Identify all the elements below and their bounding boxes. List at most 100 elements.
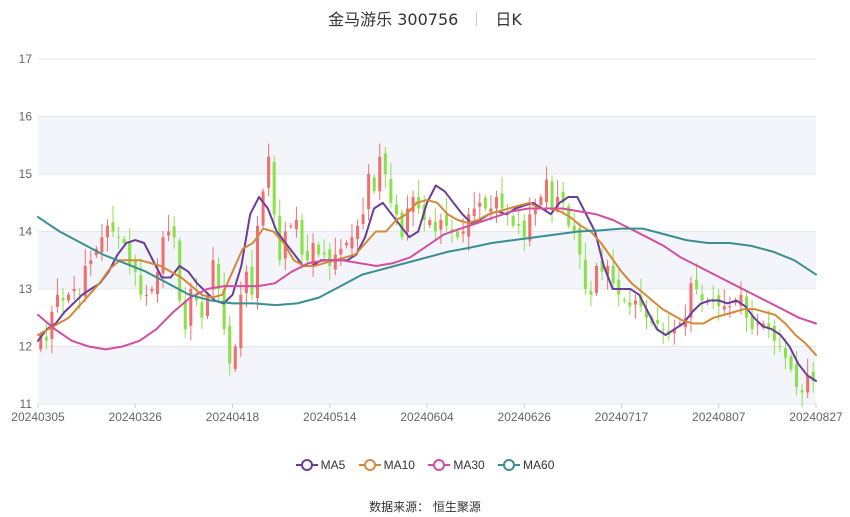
legend-label-ma30: MA30 — [453, 458, 485, 472]
candle — [328, 249, 332, 266]
candle — [111, 222, 115, 232]
candle — [528, 214, 532, 241]
candle — [305, 251, 310, 261]
chart-title: 金马游乐 300756 日K — [0, 6, 850, 30]
candle — [78, 294, 82, 296]
candle — [600, 260, 604, 272]
data-source: 数据来源： 恒生聚源 — [0, 498, 850, 515]
candle — [394, 204, 398, 215]
grid-band — [38, 231, 816, 289]
candle — [722, 306, 726, 310]
candle — [739, 294, 743, 306]
candle — [183, 300, 187, 330]
candlestick-chart: 11 12 13 14 15 16 17 20240305 20240326 20240418 20… — [11, 52, 843, 424]
candle — [550, 181, 554, 209]
candle — [89, 260, 93, 265]
candle — [39, 335, 43, 350]
candle — [450, 229, 454, 232]
candle — [189, 289, 193, 326]
y-tick-label: 15 — [19, 167, 33, 181]
candle — [139, 275, 143, 295]
title-separator — [476, 12, 478, 26]
candle — [72, 289, 76, 292]
candle — [633, 300, 637, 305]
candle — [789, 356, 793, 370]
candle — [217, 263, 221, 289]
legend-label-ma5: MA5 — [320, 458, 346, 472]
candle — [317, 244, 321, 255]
candle — [244, 271, 248, 294]
y-tick-label: 14 — [19, 225, 33, 239]
chart-legend: MA5 MA10 MA30 MA60 — [0, 458, 850, 472]
ma-line-ma60 — [37, 216, 817, 307]
candle — [272, 161, 276, 215]
candle — [800, 390, 804, 393]
x-tick-label: 20240604 — [400, 410, 454, 424]
legend-marker-ma60 — [498, 459, 521, 471]
legend-marker-ma5 — [295, 459, 318, 471]
candle — [472, 208, 476, 216]
candle — [100, 237, 104, 253]
candle — [783, 348, 787, 358]
candle — [300, 220, 304, 255]
candle — [594, 266, 599, 294]
x-tick-label: 20240827 — [789, 410, 843, 424]
candle — [428, 220, 432, 226]
y-tick-label: 17 — [19, 52, 33, 66]
candle — [589, 290, 593, 295]
candle — [750, 316, 754, 330]
candle — [83, 266, 87, 297]
candle — [255, 225, 260, 299]
candle — [367, 174, 371, 210]
candle — [350, 237, 354, 249]
candle — [533, 208, 537, 215]
candle — [456, 231, 460, 238]
legend-item-ma5[interactable]: MA5 — [295, 458, 346, 472]
candle — [656, 320, 660, 324]
candle — [622, 299, 626, 301]
candle — [344, 243, 348, 246]
candle — [439, 220, 443, 230]
candle — [511, 215, 515, 226]
legend-item-ma30[interactable]: MA30 — [428, 458, 485, 472]
candle — [606, 266, 610, 276]
x-tick-label: 20240326 — [109, 410, 163, 424]
candle — [478, 202, 482, 207]
candle — [517, 224, 521, 226]
candle — [628, 302, 632, 307]
y-tick-label: 12 — [19, 340, 33, 354]
candle — [406, 208, 410, 233]
period-label: 日K — [495, 10, 522, 29]
candle — [556, 197, 560, 207]
grid-band — [38, 116, 816, 174]
candle — [672, 329, 676, 334]
candle — [105, 225, 109, 238]
candle — [444, 214, 448, 226]
candle — [483, 197, 487, 209]
candle — [411, 197, 415, 212]
candle — [639, 295, 643, 307]
candle — [378, 156, 382, 192]
legend-label-ma60: MA60 — [523, 458, 555, 472]
candle — [67, 294, 71, 301]
legend-item-ma10[interactable]: MA10 — [358, 458, 415, 472]
candle — [611, 266, 615, 284]
candle — [44, 336, 48, 341]
ma-line-ma30 — [37, 207, 817, 351]
candle — [778, 345, 782, 347]
ma-line-ma10 — [37, 198, 817, 357]
x-tick-label: 20240717 — [595, 410, 649, 424]
candle — [544, 179, 549, 203]
legend-marker-ma30 — [428, 459, 451, 471]
legend-item-ma60[interactable]: MA60 — [498, 458, 554, 472]
legend-label-ma10: MA10 — [383, 458, 415, 472]
candle — [133, 260, 137, 272]
candle — [433, 221, 437, 232]
candle — [222, 289, 226, 330]
candle — [356, 225, 360, 239]
candle — [617, 279, 621, 295]
stock-title: 金马游乐 300756 — [328, 10, 459, 29]
candle — [795, 364, 799, 387]
x-tick-label: 20240305 — [11, 410, 65, 424]
candle — [661, 328, 665, 330]
